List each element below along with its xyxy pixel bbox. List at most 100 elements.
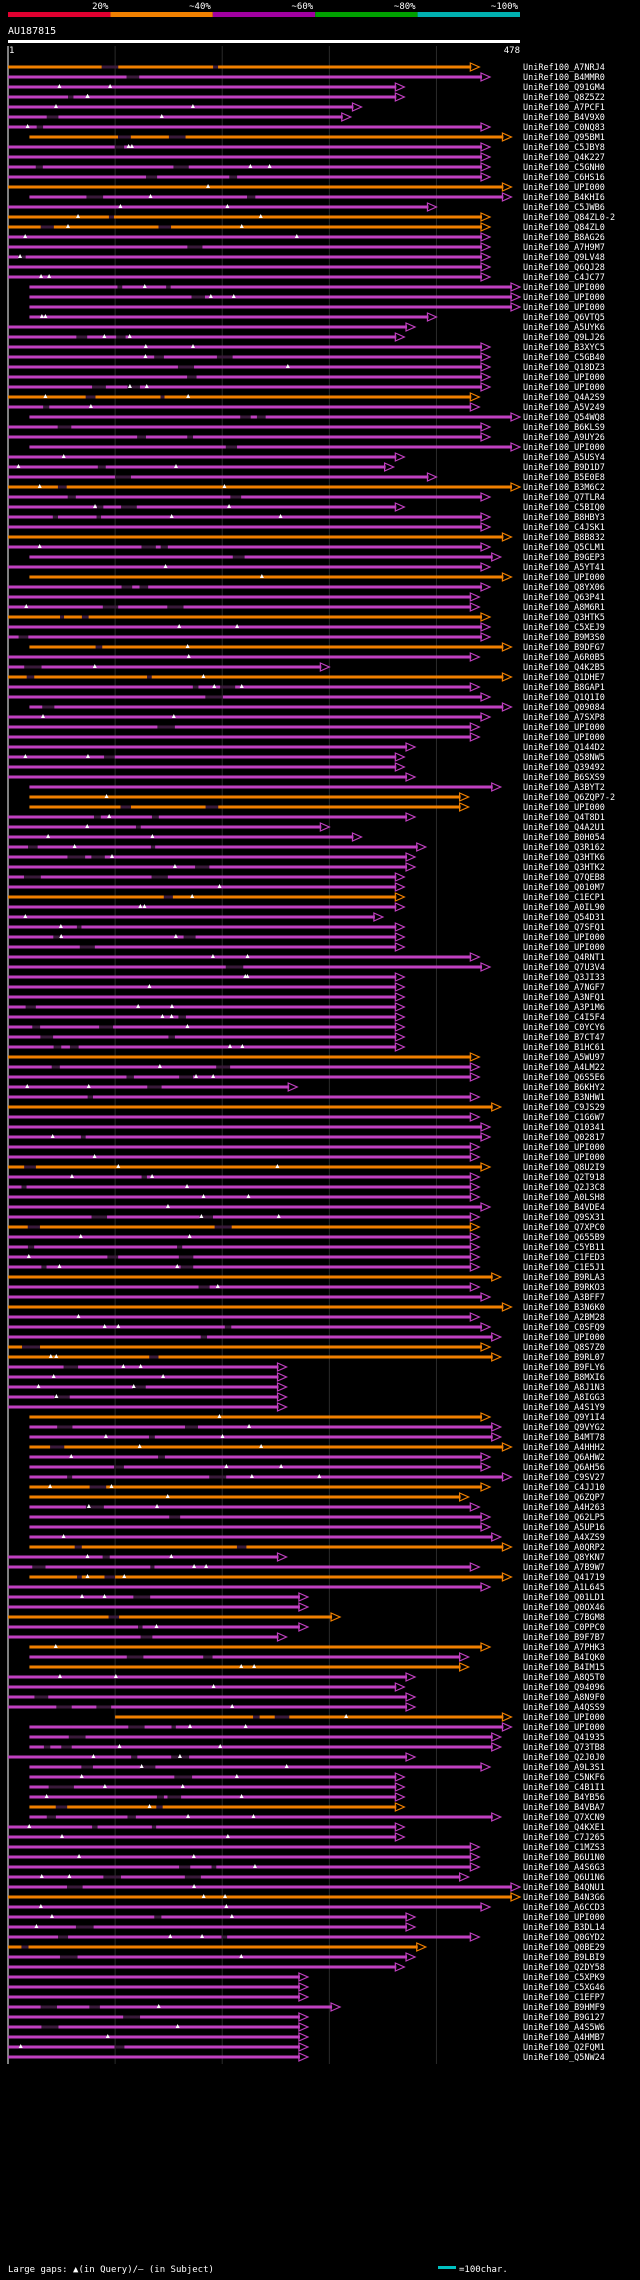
hit-bar [29,285,512,289]
hit-row: UniRef100_Q9SX31 [8,1212,605,1223]
hit-bar [8,1855,472,1859]
hit-arrowhead [469,1862,481,1872]
hit-row: UniRef100_A5USY4 [8,452,605,463]
hit-label: UniRef100_Q9VYG2 [523,1423,605,1433]
hit-arrowhead [394,1832,406,1842]
hit-row: UniRef100_B3M6C2 [8,482,605,493]
query-gap-marker [239,1664,244,1668]
subject-gap [57,425,72,429]
query-gap-marker [227,504,232,508]
hit-label: UniRef100_Q6ZQP7-2 [523,793,615,803]
hit-arrowhead [501,702,513,712]
query-gap-marker [37,484,42,488]
hit-bar [8,1705,408,1709]
hit-label: UniRef100_A7PHK3 [523,1643,605,1653]
hit-arrowhead [394,1782,406,1792]
hit-bar [8,1195,472,1199]
scale-tick-label: 20% [92,2,109,12]
subject-gap [163,895,173,899]
hit-bar [29,575,504,579]
query-gap-marker [142,904,147,908]
hit-row: UniRef100_A4QSS9 [8,1702,605,1713]
hit-bar [8,695,483,699]
query-gap-marker [109,1484,114,1488]
subject-gap [58,1935,69,1939]
hit-arrowhead [480,1762,492,1772]
hit-arrowhead [480,222,492,232]
hit-row: UniRef100_A4H263 [29,1502,605,1513]
hit-arrowhead [501,642,513,652]
hit-arrowhead [510,482,522,492]
hit-arrowhead [394,92,406,102]
subject-gap [127,1815,136,1819]
hit-bar [8,335,397,339]
hit-bar [8,245,483,249]
hit-label: UniRef100_A4S5W6 [523,2023,605,2033]
hit-arrowhead [480,422,492,432]
hit-bar [8,1555,279,1559]
hit-bar [8,915,375,919]
subject-gap [104,755,115,759]
hit-label: UniRef100_Q8S7Z0 [523,1343,605,1353]
hit-arrowhead [394,982,406,992]
hit-row: UniRef100_Q8S7Z0 [8,1342,605,1353]
hit-bar [8,1325,483,1329]
hit-bar [8,755,397,759]
hit-arrowhead [394,872,406,882]
hit-bar [29,1655,461,1659]
hit-arrowhead [394,902,406,912]
hit-row: UniRef100_Q3R162 [8,842,605,853]
query-gap-marker [239,684,244,688]
query-gap-marker [201,1894,206,1898]
hit-row: UniRef100_A6CCD3 [8,1902,605,1913]
hit-arrowhead [394,1032,406,1042]
hit-label: UniRef100_Q8YX06 [523,583,605,593]
hit-bar [8,465,386,469]
hit-arrowhead [480,362,492,372]
hit-bar [8,115,343,119]
hit-label: UniRef100_Q6AH56 [523,1463,605,1473]
query-gap-marker [159,114,164,118]
query-gap-marker [267,164,272,168]
query-gap-marker [155,1504,160,1508]
hit-label: UniRef100_Q6VTQ5 [523,313,605,323]
hit-arrowhead [469,1252,481,1262]
query-gap-marker [69,1454,74,1458]
hit-arrowhead [491,1432,503,1442]
hit-label: UniRef100_B6U1N0 [523,1853,605,1863]
hit-row: UniRef100_UPI000 [8,1912,605,1923]
hit-label: UniRef100_UPI000 [523,573,605,583]
hit-label: UniRef100_UPI000 [523,733,605,743]
hit-arrowhead [480,382,492,392]
hit-row: UniRef100_Q6VTQ5 [29,312,605,323]
hit-label: UniRef100_C1EFP7 [523,1993,605,2003]
query-gap-marker [23,914,28,918]
hit-arrowhead [276,1392,288,1402]
hit-bar [8,835,354,839]
hit-label: UniRef100_Q9SX31 [523,1213,605,1223]
hit-row: UniRef100_Q58NW5 [8,752,605,763]
hit-label: UniRef100_Q4RNT1 [523,953,605,963]
query-gap-marker [180,1784,185,1788]
hit-label: UniRef100_B4IQK0 [523,1653,605,1663]
hit-bar [29,1645,483,1649]
hit-arrowhead [276,1402,288,1412]
hit-row: UniRef100_Q6AH56 [29,1462,605,1473]
hit-arrowhead [469,1232,481,1242]
query-gap-marker [104,794,109,798]
hit-arrowhead [394,932,406,942]
hit-arrowhead [394,1042,406,1052]
hit-label: UniRef100_C1G6W7 [523,1113,605,1123]
query-gap-marker [165,1494,170,1498]
hit-bar [8,2005,333,2009]
hit-label: UniRef100_C5XG46 [523,1983,605,1993]
hit-row: UniRef100_B4V9X0 [8,112,605,123]
hit-row: UniRef100_UPI000 [8,732,605,743]
hit-bar [8,455,397,459]
hit-label: UniRef100_Q7XCN9 [523,1813,605,1823]
hit-row: UniRef100_B9RKO3 [8,1282,605,1293]
query-gap-marker [174,464,179,468]
hit-bar [8,75,483,79]
hit-label: UniRef100_B8HBY3 [523,513,605,523]
